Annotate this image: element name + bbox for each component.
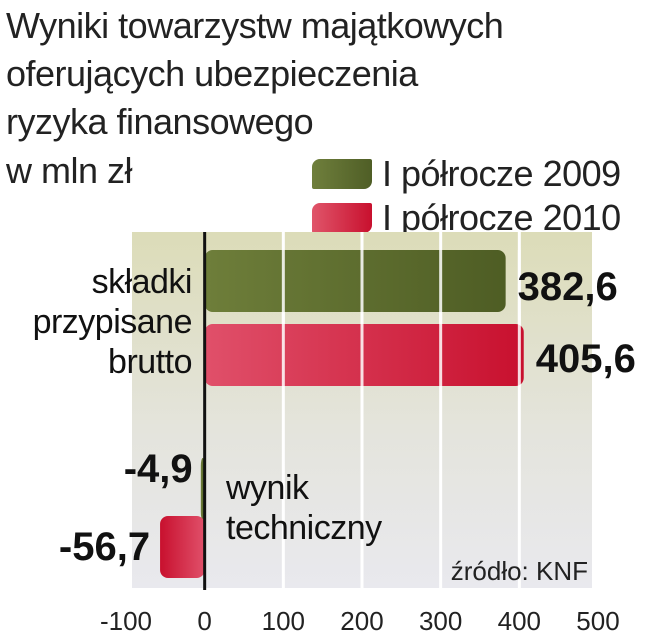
x-tick-label-100: 100 bbox=[262, 606, 305, 636]
chart-title: Wyniki towarzystw majątkowych oferującyc… bbox=[6, 5, 504, 142]
category-label-wynik: wynik techniczny bbox=[226, 469, 382, 547]
legend-item-2009: I półrocze 2009 bbox=[312, 152, 621, 196]
legend-swatch-2010 bbox=[312, 203, 372, 233]
legend-label-2009: I półrocze 2009 bbox=[382, 153, 621, 194]
legend-swatch-2009 bbox=[312, 159, 372, 189]
data-label-2010-0: 405,6 bbox=[536, 337, 636, 381]
bar-2009-0 bbox=[204, 250, 506, 312]
x-tick-label-500: 500 bbox=[576, 606, 619, 636]
unit-label: w mln zł bbox=[6, 150, 133, 191]
data-label-2009-0: 382,6 bbox=[518, 265, 618, 309]
x-tick-label-200: 200 bbox=[340, 606, 383, 636]
x-tick-label--100: -100 bbox=[100, 606, 152, 636]
legend: I półrocze 2009 I półrocze 2010 bbox=[312, 152, 621, 240]
category-label-skladki: składki przypisane brutto bbox=[32, 263, 193, 381]
bar-2010-1 bbox=[160, 516, 205, 578]
x-tick-label-0: 0 bbox=[197, 606, 211, 636]
legend-item-2010: I półrocze 2010 bbox=[312, 196, 621, 240]
data-label-2009-1: -4,9 bbox=[124, 447, 193, 491]
source-note: źródło: KNF bbox=[450, 556, 588, 586]
x-tick-label-300: 300 bbox=[419, 606, 462, 636]
x-tick-label-400: 400 bbox=[498, 606, 541, 636]
data-label-2010-1: -56,7 bbox=[59, 525, 150, 569]
bar-2010-0 bbox=[204, 324, 524, 386]
legend-label-2010: I półrocze 2010 bbox=[382, 197, 621, 238]
